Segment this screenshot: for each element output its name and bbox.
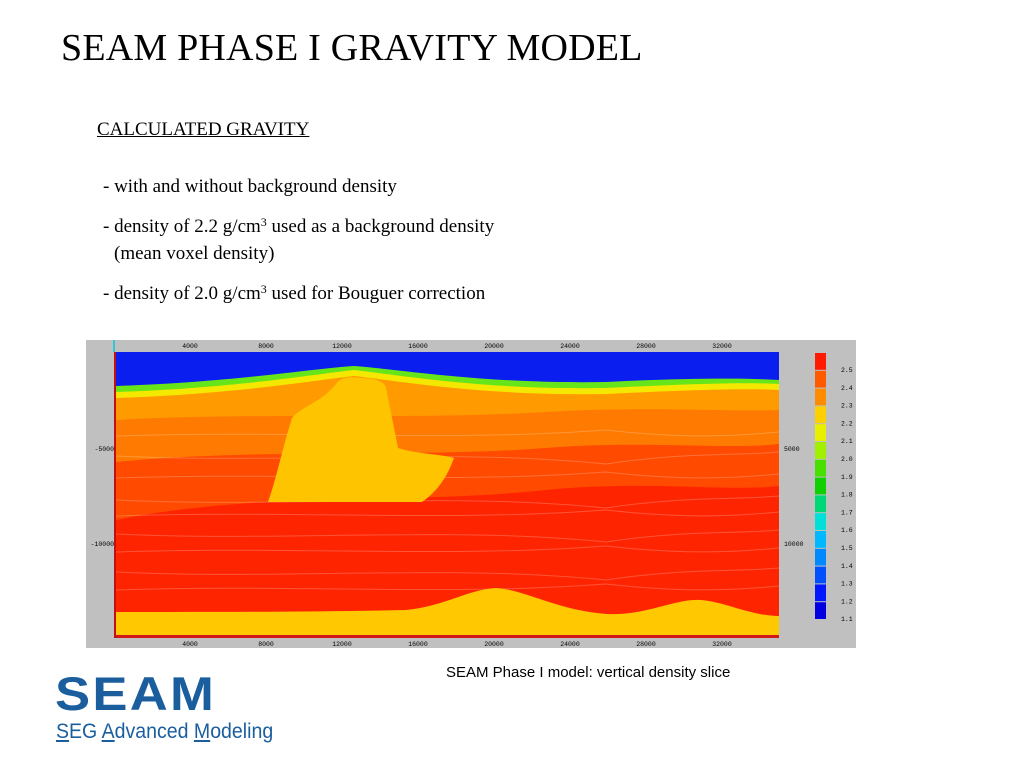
- bullet-text: - density of 2.2 g/cm: [103, 216, 261, 237]
- x-tick-label-bottom: 28000: [636, 641, 656, 648]
- x-tick-label-bottom: 12000: [332, 641, 352, 648]
- strata-line: [115, 545, 780, 553]
- colorbar-label: 2.5: [841, 367, 853, 374]
- colorbar-label: 2.0: [841, 456, 853, 463]
- colorbar-swatch: [815, 548, 826, 566]
- colorbar-label: 1.3: [841, 581, 853, 588]
- superscript: 3: [260, 215, 267, 229]
- bullet-text: used for Bouguer correction: [266, 283, 486, 304]
- bullet-continuation: (mean voxel density): [114, 243, 275, 264]
- x-tick-label-top: 12000: [332, 343, 352, 350]
- logo-text: dvanced: [114, 720, 194, 743]
- logo-letter: M: [193, 720, 211, 743]
- depth-tick-label-right: 10000: [784, 541, 804, 548]
- colorbar-label: 1.7: [841, 509, 853, 516]
- colorbar-label: 2.3: [841, 403, 853, 410]
- x-tick-label-top: 20000: [484, 343, 504, 350]
- colorbar-swatch: [815, 442, 826, 459]
- colorbar-swatch: [815, 424, 826, 441]
- top-cyan-marker: [113, 340, 115, 352]
- deep-yellow-base: [116, 618, 779, 635]
- x-tick-label-bottom: 20000: [484, 641, 504, 648]
- colorbar-swatch: [815, 370, 826, 388]
- colorbar-swatch: [815, 584, 826, 602]
- colorbar-swatch: [815, 477, 826, 495]
- logo-subtitle: SEG Advanced Modeling: [56, 720, 273, 744]
- depth-tick-label-left: -10000: [91, 541, 115, 548]
- density-slice-figure: 4000 4000 8000 8000 12000 12000 16000 16000 2000…: [86, 340, 856, 648]
- strata-line: [115, 567, 780, 581]
- colorbar-label: 2.1: [841, 438, 853, 445]
- colorbar-swatch: [815, 459, 826, 477]
- colorbar-swatch: [815, 531, 826, 548]
- colorbar-label: 1.4: [841, 563, 853, 570]
- colorbar-label: 1.2: [841, 598, 853, 605]
- strata-line: [115, 529, 780, 543]
- colorbar-swatch: [815, 566, 826, 584]
- deep-yellow-layer: [116, 588, 779, 618]
- colorbar-swatch: [815, 388, 826, 406]
- x-tick-label-bottom: 8000: [258, 641, 274, 648]
- density-slice-image: 4000 4000 8000 8000 12000 12000 16000 16000 2000…: [91, 340, 853, 648]
- logo-letter: A: [101, 720, 115, 743]
- strata-line: [115, 583, 780, 591]
- strata-line: [115, 509, 780, 517]
- colorbar-swatch: [815, 513, 826, 530]
- salt-body: [268, 377, 454, 502]
- colorbar-swatch: [815, 353, 826, 370]
- logo-text: odeling: [210, 720, 274, 743]
- x-tick-label-top: 8000: [258, 343, 274, 350]
- bullet-text: - density of 2.0 g/cm: [103, 283, 261, 304]
- x-tick-label-bottom: 4000: [182, 641, 198, 648]
- slide-title: SEAM PHASE I GRAVITY MODEL: [61, 27, 643, 69]
- colorbar-label: 1.5: [841, 545, 853, 552]
- logo-wordmark: SEAM: [55, 667, 217, 720]
- logo-text: EG: [69, 720, 102, 743]
- water-layer: [116, 352, 779, 386]
- superscript: 3: [260, 282, 267, 296]
- x-tick-label-top: 16000: [408, 343, 428, 350]
- bullet-mean-density: - density of 2.2 g/cm3 used as a backgro…: [103, 213, 494, 267]
- x-tick-label-top: 4000: [182, 343, 198, 350]
- seam-logo: SEAM SEG Advanced Modeling: [55, 670, 273, 744]
- bullet-list: - with and without background density - …: [103, 173, 494, 320]
- colorbar-label: 1.1: [841, 616, 853, 623]
- depth-tick-label-left: -5000: [94, 446, 114, 453]
- x-tick-label-bottom: 32000: [712, 641, 732, 648]
- colorbar-label: 1.9: [841, 474, 853, 481]
- x-tick-label-top: 32000: [712, 343, 732, 350]
- x-tick-label-top: 24000: [560, 343, 580, 350]
- colorbar-swatch: [815, 602, 826, 619]
- x-tick-label-bottom: 16000: [408, 641, 428, 648]
- colorbar-label: 1.6: [841, 527, 853, 534]
- colorbar-swatch: [815, 406, 826, 424]
- section-heading: CALCULATED GRAVITY: [97, 119, 310, 140]
- colorbar-swatch: [815, 495, 826, 513]
- colorbar-label: 2.2: [841, 420, 853, 427]
- logo-letter: S: [56, 720, 70, 743]
- colorbar-label: 2.4: [841, 385, 853, 392]
- strata-line: [115, 471, 780, 479]
- bullet-text: used as a background density: [266, 216, 495, 237]
- bullet-background-density: - with and without background density: [103, 176, 397, 197]
- bullet-bouguer-density: - density of 2.0 g/cm3 used for Bouguer …: [103, 280, 494, 307]
- basement-line: [116, 635, 779, 638]
- strata-line: [115, 495, 780, 509]
- colorbar-label: 1.8: [841, 492, 853, 499]
- depth-tick-label-right: 5000: [784, 446, 800, 453]
- x-tick-label-bottom: 24000: [560, 641, 580, 648]
- strata-line: [115, 429, 780, 437]
- x-tick-label-top: 28000: [636, 343, 656, 350]
- left-edge-marker: [114, 352, 116, 638]
- figure-caption: SEAM Phase I model: vertical density sli…: [446, 664, 731, 681]
- strata-line: [115, 451, 780, 465]
